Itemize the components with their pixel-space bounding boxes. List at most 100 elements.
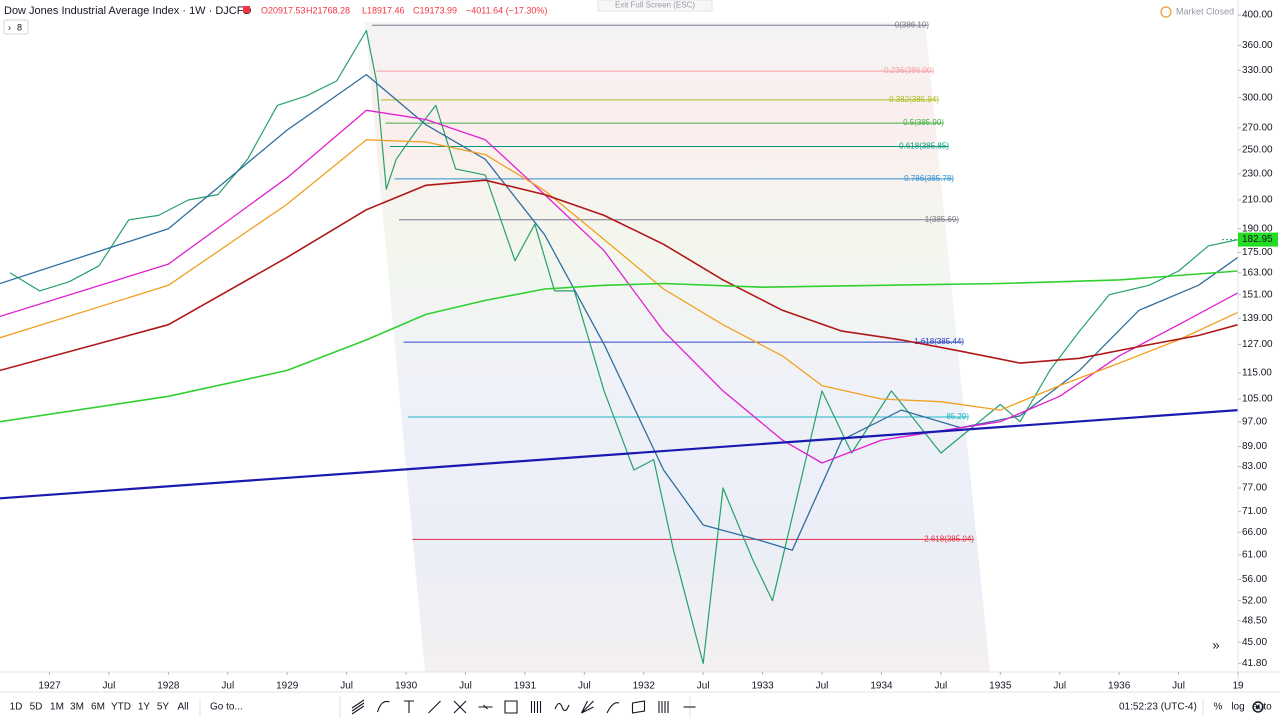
- range-button[interactable]: 6M: [91, 702, 105, 713]
- x-tick-label: Jul: [934, 681, 947, 692]
- fib-level-label: 0.618(385.85): [899, 142, 949, 151]
- fib-level-label: 0.382(385.94): [889, 95, 939, 104]
- drawing-tool-icon: [504, 700, 518, 714]
- drawing-tool-icon: [581, 700, 594, 714]
- y-tick-label: 71.00: [1242, 506, 1267, 517]
- y-tick-label: 89.00: [1242, 441, 1267, 452]
- range-button[interactable]: 3M: [70, 702, 84, 713]
- drawing-tool-icon: [530, 701, 542, 713]
- x-tick-label: 1931: [514, 681, 537, 692]
- range-button[interactable]: 5Y: [157, 702, 170, 713]
- range-button[interactable]: All: [177, 702, 188, 713]
- y-tick-label: 151.00: [1242, 289, 1273, 300]
- clock: 01:52:23 (UTC-4): [1119, 702, 1197, 713]
- settings-icon[interactable]: [1252, 701, 1264, 713]
- bottom-toolbar: 1D 5D 1M 3M 6M YTD 1Y 5Y All Go to... 01:52:23 (UT…: [10, 696, 1272, 718]
- settings-icon-core: [1256, 705, 1260, 709]
- drawing-tool-icon: [554, 702, 570, 712]
- market-status-icon: [1160, 6, 1172, 18]
- drawing-tool[interactable]: [404, 700, 414, 713]
- drawing-tool[interactable]: [554, 702, 570, 712]
- series-line: [0, 270, 1238, 423]
- x-tick-label: 1934: [870, 681, 893, 692]
- drawing-tool[interactable]: [453, 700, 467, 714]
- fib-zone: [365, 22, 990, 672]
- price-axis: 400.00 360.00 330.00 300.00 270.00 250.00 230.…: [1238, 10, 1273, 669]
- market-status: Market Closed: [1176, 6, 1234, 16]
- y-tick-label: 360.00: [1242, 40, 1273, 51]
- goto-button[interactable]: Go to...: [210, 702, 243, 713]
- y-tick-label: 115.00: [1242, 368, 1272, 379]
- scale-option[interactable]: auto: [1252, 702, 1272, 713]
- x-tick-label: Jul: [578, 681, 591, 692]
- x-tick-label: 1929: [276, 681, 299, 692]
- ohlc-value: C19173.99: [413, 5, 457, 15]
- drawing-tool[interactable]: [478, 704, 493, 710]
- x-tick-label: Jul: [221, 681, 234, 692]
- x-tick-label: 19: [1232, 681, 1244, 692]
- scale-option[interactable]: log: [1231, 702, 1244, 713]
- x-tick-label: 1927: [38, 681, 61, 692]
- flag-icon[interactable]: [243, 6, 250, 13]
- y-tick-label: 250.00: [1242, 145, 1273, 156]
- scale-option[interactable]: %: [1214, 702, 1223, 713]
- y-tick-label: 83.00: [1242, 461, 1267, 472]
- y-tick-label: 61.00: [1242, 550, 1267, 561]
- range-button[interactable]: 1Y: [138, 702, 151, 713]
- symbol-title: Dow Jones Industrial Average Index · 1W …: [4, 5, 251, 17]
- drawing-tool[interactable]: [504, 700, 518, 714]
- ohlc-value: −4011.64 (−17.30%): [466, 5, 547, 15]
- y-tick-label: 400.00: [1242, 10, 1273, 21]
- x-tick-label: 1930: [395, 681, 418, 692]
- x-tick-label: Jul: [340, 681, 353, 692]
- fib-level-label: 0.236(386.00): [884, 66, 934, 75]
- y-tick-label: 56.00: [1242, 574, 1267, 585]
- fib-level-label: 0.5(385.90): [903, 118, 944, 127]
- drawing-tool[interactable]: [606, 702, 620, 714]
- drawing-tool-icon: [376, 700, 390, 713]
- indicators-count: 8: [17, 22, 22, 32]
- ohlc-value: H21768.28: [306, 5, 350, 15]
- x-tick-label: Jul: [816, 681, 829, 692]
- fib-level-label: 0(386.10): [895, 20, 930, 29]
- range-button[interactable]: 1M: [50, 702, 64, 713]
- ohlc-value: O20917.53: [261, 5, 306, 15]
- fib-level-label: 1.618(385.44): [914, 337, 964, 346]
- series-line: [0, 109, 1238, 464]
- range-button[interactable]: 1D: [10, 702, 23, 713]
- y-tick-label: 163.00: [1242, 267, 1273, 278]
- x-tick-label: 1928: [157, 681, 180, 692]
- exit-fullscreen-button[interactable]: [597, 0, 713, 12]
- drawing-tool-icon: [453, 700, 467, 714]
- drawing-tool[interactable]: [428, 700, 441, 714]
- range-button[interactable]: YTD: [111, 702, 131, 713]
- y-tick-label: 139.00: [1242, 313, 1273, 324]
- drawing-tool[interactable]: [658, 701, 669, 713]
- x-tick-label: 1933: [751, 681, 774, 692]
- drawing-tool-icon: [404, 700, 414, 713]
- y-tick-label: 270.00: [1242, 123, 1273, 134]
- range-button[interactable]: 5D: [30, 702, 43, 713]
- y-tick-label: 66.00: [1242, 527, 1267, 538]
- y-tick-label: 97.00: [1242, 416, 1267, 427]
- drawing-tool-icon: [428, 700, 441, 714]
- scroll-right-button[interactable]: [1207, 637, 1225, 653]
- drawing-tool-icon: [478, 704, 493, 710]
- y-tick-label: 300.00: [1242, 92, 1273, 103]
- y-tick-label: 330.00: [1242, 65, 1273, 76]
- exit-fullscreen-label: Exit Full Screen (ESC): [615, 1, 695, 10]
- drawing-tool[interactable]: [581, 700, 594, 714]
- drawing-tool[interactable]: [631, 700, 646, 714]
- drawing-tool-icon: [658, 701, 669, 713]
- fib-level-label: 2.618(385.04): [924, 534, 974, 543]
- drawing-tool[interactable]: [530, 701, 542, 713]
- drawing-tool[interactable]: [351, 699, 365, 715]
- x-tick-label: Jul: [103, 681, 116, 692]
- series-line: [0, 139, 1238, 411]
- ohlc-value: L18917.46: [362, 5, 405, 15]
- indicators-toggle[interactable]: [3, 19, 29, 35]
- drawing-tool[interactable]: [376, 700, 390, 713]
- y-tick-label: 45.00: [1242, 637, 1267, 648]
- scroll-right-icon: »: [1212, 637, 1219, 652]
